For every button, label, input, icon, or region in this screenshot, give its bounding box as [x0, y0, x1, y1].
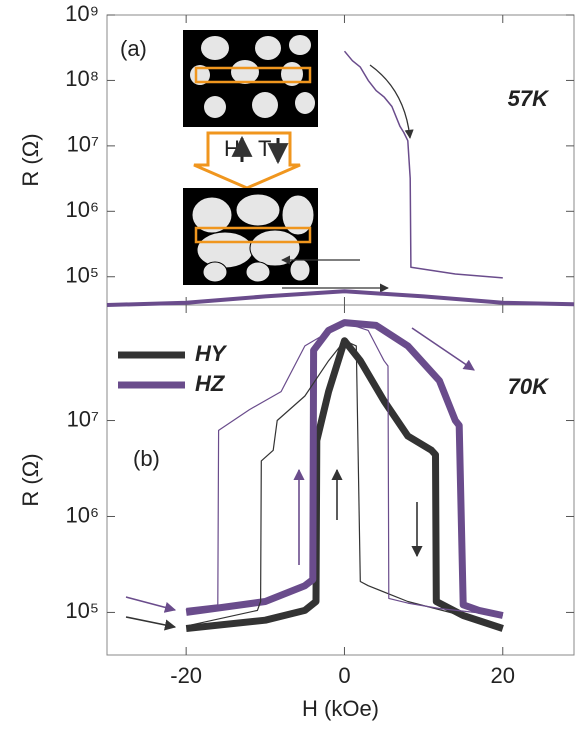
legend-label: HZ [195, 371, 226, 396]
curve [186, 340, 503, 627]
inset-label: T [258, 136, 271, 161]
y-tick-label: 10⁹ [65, 1, 99, 26]
panel-label: (a) [120, 36, 147, 61]
curve [185, 319, 504, 619]
y-tick-label: 10⁷ [67, 406, 99, 431]
y-tick-label: 10⁵ [65, 263, 99, 288]
curve [186, 322, 503, 617]
x-tick-label: 20 [491, 663, 515, 688]
x-tick-label: 0 [338, 663, 350, 688]
plot-frame [106, 14, 575, 306]
y-tick-label: 10⁵ [65, 598, 99, 623]
curve [106, 289, 575, 307]
inset: H T [183, 30, 318, 285]
y-axis-label: R (Ω) [18, 133, 43, 186]
x-tick-label: -20 [170, 663, 202, 688]
panel-label: (b) [133, 446, 160, 471]
inset-label: H [224, 136, 240, 161]
y-axis-label: R (Ω) [18, 453, 43, 506]
x-axis-label: H (kOe) [302, 696, 379, 721]
sweep-arrows [125, 64, 475, 631]
plot-frame [106, 304, 575, 656]
y-tick-label: 10⁸ [65, 66, 99, 91]
y-tick-label: 10⁷ [67, 132, 99, 157]
temperature-label: 70K [508, 374, 550, 399]
y-tick-label: 10⁶ [65, 502, 99, 527]
curve [343, 50, 503, 279]
legend-label: HY [195, 341, 228, 366]
y-tick-label: 10⁶ [65, 197, 99, 222]
temperature-label: 57K [508, 86, 550, 111]
curve [185, 337, 504, 632]
